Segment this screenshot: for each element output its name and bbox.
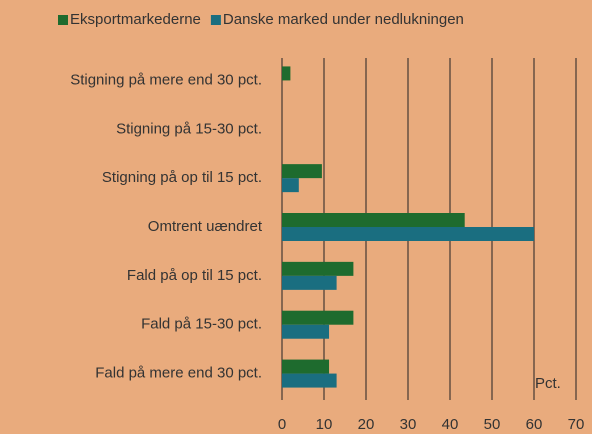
bar <box>282 178 299 193</box>
x-tick-label: 0 <box>278 416 286 433</box>
legend-label: Eksportmarkederne <box>70 11 201 28</box>
legend-swatch <box>210 15 221 25</box>
bar <box>282 164 322 179</box>
bar <box>282 213 465 227</box>
x-tick-label: 60 <box>526 416 543 433</box>
y-tick-label: Stigning på op til 15 pct. <box>102 169 262 186</box>
bar <box>282 261 354 276</box>
y-tick-label: Fald på 15-30 pct. <box>141 316 262 333</box>
x-tick-label: 10 <box>316 416 333 433</box>
bar <box>282 324 330 339</box>
x-tick-label: 40 <box>442 416 459 433</box>
y-tick-label: Stigning på 15-30 pct. <box>116 120 262 137</box>
x-tick-label: 70 <box>568 416 585 433</box>
x-axis-label: Pct. <box>535 375 561 392</box>
y-tick-label: Omtrent uændret <box>148 218 263 235</box>
x-tick-label: 50 <box>484 416 501 433</box>
y-tick-label: Fald på op til 15 pct. <box>127 267 262 284</box>
y-tick-label: Stigning på mere end 30 pct. <box>70 71 262 88</box>
legend-swatch <box>58 15 68 25</box>
bar <box>282 359 330 374</box>
y-tick-label: Fald på mere end 30 pct. <box>95 365 262 382</box>
bar <box>282 310 354 325</box>
x-tick-label: 30 <box>400 416 417 433</box>
bar <box>282 66 291 81</box>
legend-label: Danske marked under nedlukningen <box>223 11 464 28</box>
bar <box>282 227 534 241</box>
bar <box>282 373 337 388</box>
x-tick-label: 20 <box>358 416 375 433</box>
bar <box>282 275 337 290</box>
